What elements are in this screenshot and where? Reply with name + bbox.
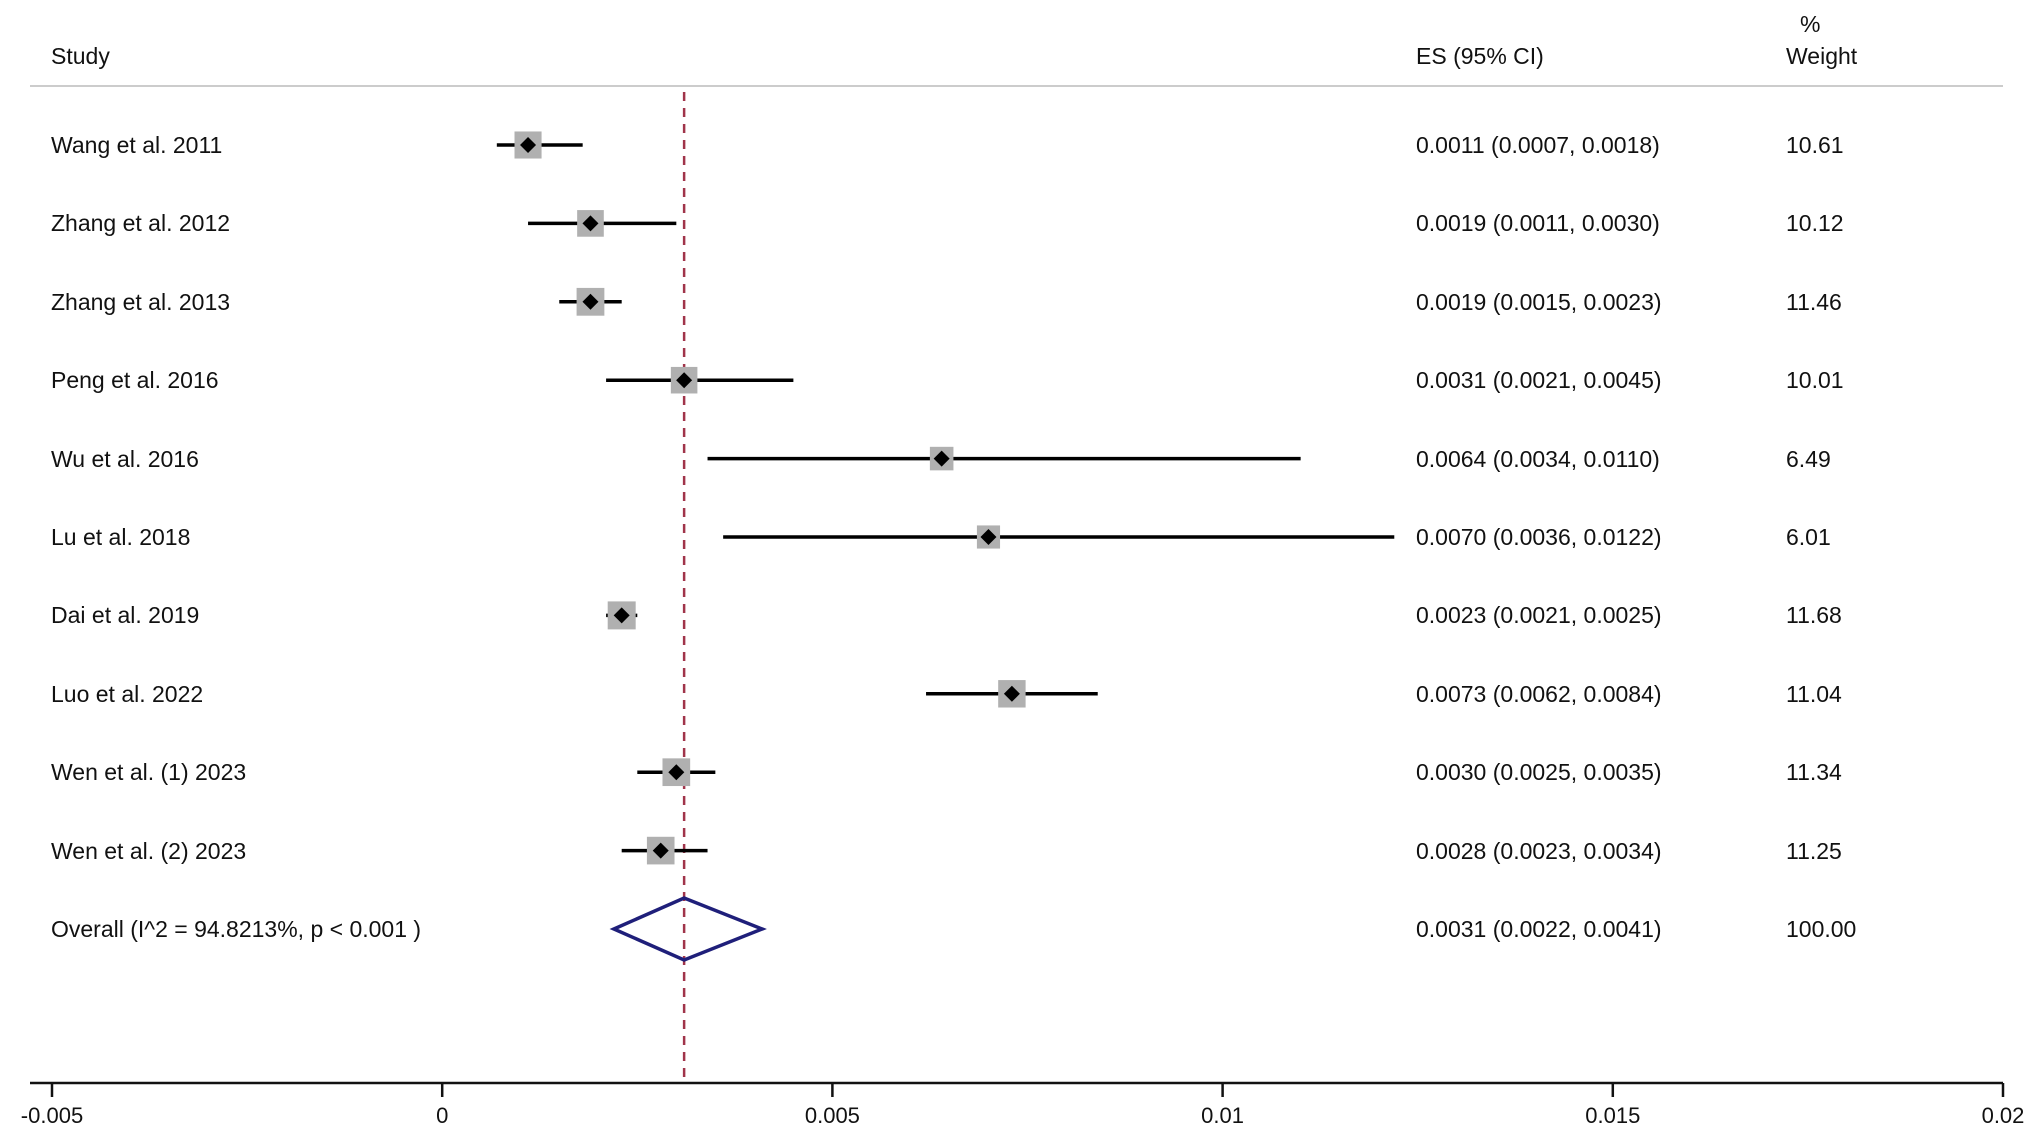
overall-diamond [609,896,767,962]
study-weight: 11.46 [1786,288,1842,315]
point-estimate [652,842,669,859]
study-weight: 11.04 [1786,680,1842,707]
overall-effect-size-ci: 0.0031 (0.0022, 0.0041) [1416,916,1662,942]
study-label: Wu et al. 2016 [51,445,199,472]
study-label: Wang et al. 2011 [51,132,223,158]
study-weight: 6.49 [1786,445,1831,472]
study-weight: 6.01 [1786,524,1831,550]
header-weight: Weight [1786,43,1858,69]
overall-study-weight: 100.00 [1786,916,1857,942]
header-es-ci: ES (95% CI) [1416,43,1544,69]
effect-size-ci: 0.0019 (0.0015, 0.0023) [1416,288,1662,315]
study-weight: 11.68 [1786,602,1842,629]
study-label: Wen et al. (2) 2023 [51,837,247,864]
point-estimate [980,529,997,545]
x-tick-label: 0 [436,1103,448,1128]
study-label: Peng et al. 2016 [51,367,219,394]
header-weight-percent: % [1800,11,1821,37]
point-estimate [668,764,685,781]
x-tick-label: -0.005 [21,1103,83,1128]
point-estimate [520,137,537,153]
x-tick-label: 0.02 [1982,1103,2025,1128]
point-estimate [933,450,950,467]
study-label: Wen et al. (1) 2023 [51,759,247,786]
x-tick-label: 0.005 [805,1103,860,1128]
effect-size-ci: 0.0064 (0.0034, 0.0110) [1416,445,1660,472]
study-label: Luo et al. 2022 [51,680,204,707]
x-tick-label: 0.01 [1201,1103,1244,1128]
effect-size-ci: 0.0073 (0.0062, 0.0084) [1416,680,1662,707]
point-estimate [582,215,599,232]
effect-size-ci: 0.0011 (0.0007, 0.0018) [1416,132,1660,158]
x-tick-label: 0.015 [1585,1103,1640,1128]
effect-size-ci: 0.0031 (0.0021, 0.0045) [1416,367,1662,394]
effect-size-ci: 0.0030 (0.0025, 0.0035) [1416,759,1662,786]
study-weight: 10.12 [1786,210,1844,237]
study-label: Zhang et al. 2012 [51,210,231,237]
study-weight: 11.34 [1786,759,1842,786]
effect-size-ci: 0.0070 (0.0036, 0.0122) [1416,524,1662,550]
study-label: Lu et al. 2018 [51,524,191,550]
study-weight: 10.61 [1786,132,1844,158]
study-label: Dai et al. 2019 [51,602,200,629]
point-estimate [1003,685,1020,702]
overall-study-label: Overall (I^2 = 94.8213%, p < 0.001 ) [51,916,422,942]
study-weight: 11.25 [1786,837,1842,864]
effect-size-ci: 0.0028 (0.0023, 0.0034) [1416,837,1662,864]
point-estimate [582,293,599,310]
effect-size-ci: 0.0023 (0.0021, 0.0025) [1416,602,1662,629]
study-label: Zhang et al. 2013 [51,288,231,315]
point-estimate [613,607,630,624]
header-study: Study [51,43,110,69]
study-weight: 10.01 [1786,367,1844,394]
effect-size-ci: 0.0019 (0.0011, 0.0030) [1416,210,1660,237]
point-estimate [676,372,693,389]
